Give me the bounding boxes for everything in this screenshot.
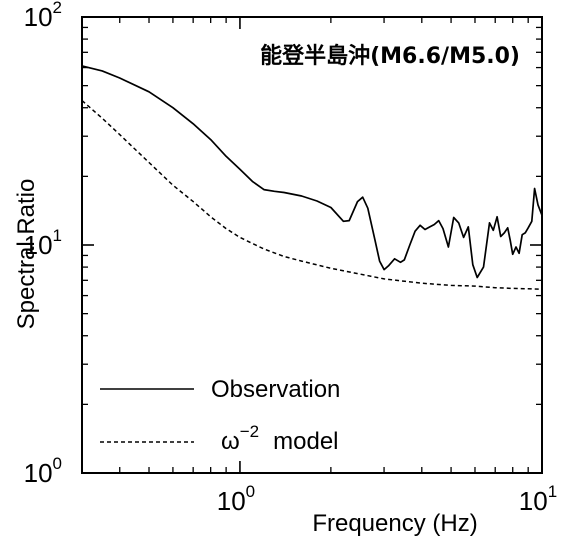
x-tick-exponent: 0 bbox=[246, 482, 255, 501]
x-tick-exponent: 1 bbox=[548, 482, 557, 501]
model-line bbox=[81, 100, 543, 290]
legend-label-observation: Observation bbox=[211, 376, 340, 403]
y-tick-label: 102 bbox=[24, 0, 62, 32]
legend: Observation ω−2 model bbox=[100, 376, 340, 455]
legend-label-model: ω−2 model bbox=[221, 422, 339, 455]
legend-model-word: model bbox=[273, 428, 338, 455]
y-tick-base: 10 bbox=[24, 230, 53, 260]
legend-exponent: −2 bbox=[240, 422, 259, 441]
x-tick-label: 101 bbox=[519, 482, 557, 516]
plot-frame bbox=[81, 16, 543, 474]
x-tick-label: 100 bbox=[217, 482, 255, 516]
y-tick-label: 101 bbox=[24, 226, 62, 260]
y-tick-base: 10 bbox=[24, 2, 53, 32]
y-tick-label: 100 bbox=[24, 454, 62, 488]
series-lines bbox=[81, 65, 543, 290]
chart-annotation: 能登半島沖(M6.6/M5.0) bbox=[260, 43, 520, 69]
y-tick-exponent: 1 bbox=[53, 226, 62, 245]
observation-line bbox=[81, 65, 543, 279]
x-tick-base: 10 bbox=[217, 486, 246, 516]
y-axis-title: Spectral Ratio bbox=[13, 179, 40, 330]
legend-omega: ω bbox=[221, 428, 240, 455]
y-tick-exponent: 2 bbox=[53, 0, 62, 17]
y-tick-exponent: 0 bbox=[53, 454, 62, 473]
x-tick-base: 10 bbox=[519, 486, 548, 516]
plot-border bbox=[81, 16, 543, 474]
y-tick-base: 10 bbox=[24, 458, 53, 488]
x-axis-title: Frequency (Hz) bbox=[312, 510, 477, 537]
